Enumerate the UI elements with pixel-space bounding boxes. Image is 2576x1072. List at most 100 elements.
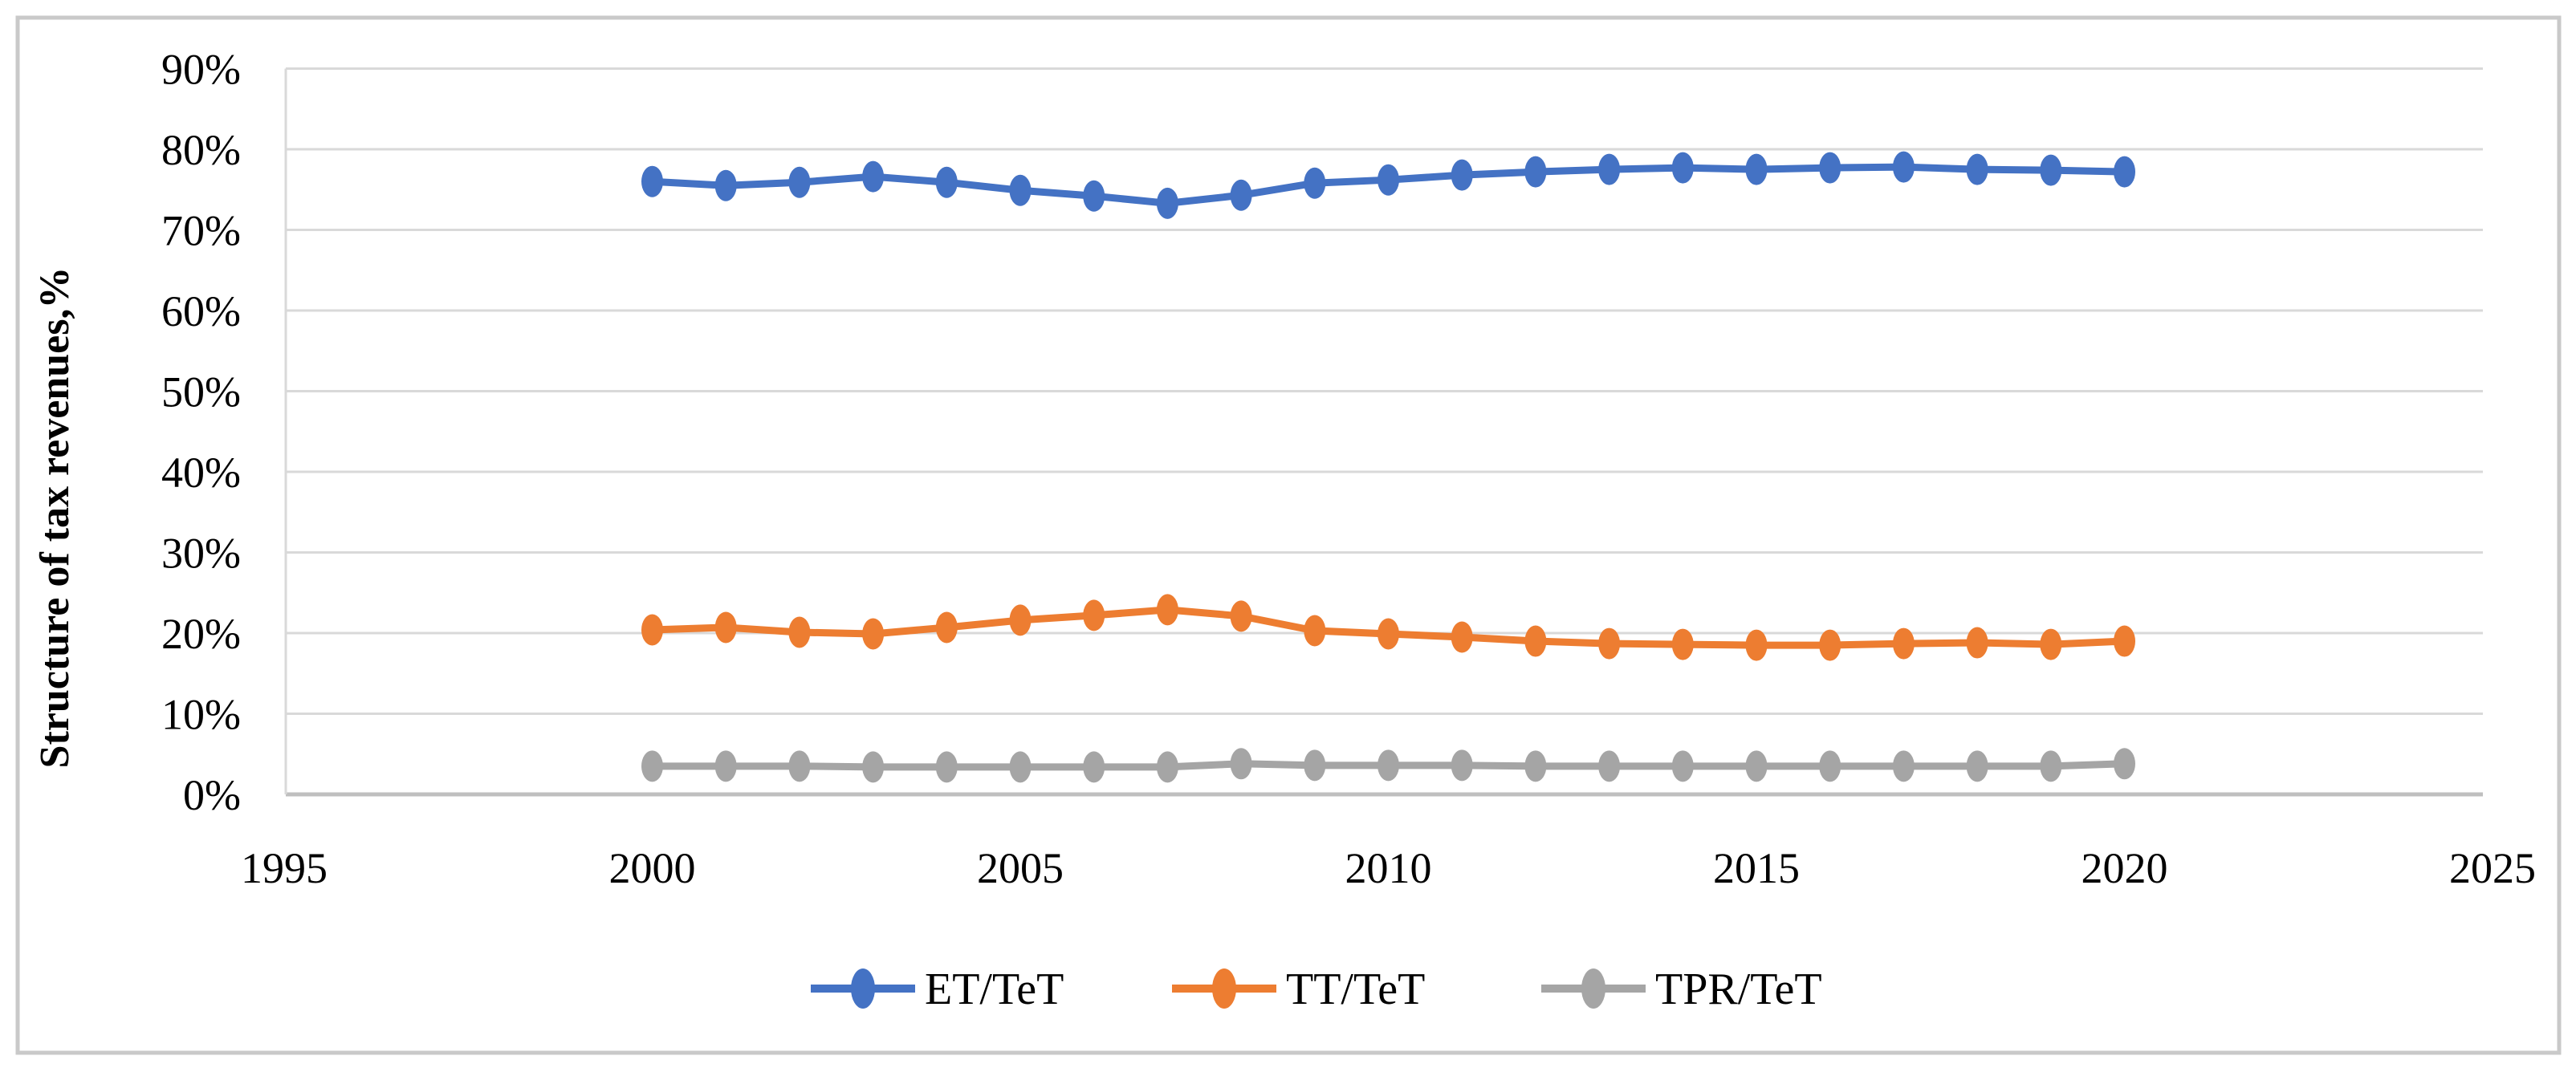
legend-label: ET/TeT [925, 964, 1064, 1014]
y-tick-label: 40% [161, 449, 241, 497]
data-point-marker [1451, 749, 1473, 782]
legend-item-tpr-tet: TPR/TeT [1541, 964, 1822, 1014]
y-tick-label: 30% [161, 530, 241, 578]
data-point-marker [1083, 751, 1105, 783]
legend-marker [1581, 968, 1605, 1009]
x-tick-label: 2005 [977, 844, 1064, 892]
data-point-marker [2114, 156, 2135, 188]
data-point-marker [2040, 154, 2062, 186]
data-point-marker [788, 616, 811, 648]
data-point-marker [1230, 600, 1252, 632]
legend-marker [1212, 968, 1236, 1009]
y-tick-label: 20% [161, 610, 241, 658]
data-point-marker [1156, 751, 1178, 783]
data-point-marker [1304, 167, 1326, 199]
legend: ET/TeT TT/TeT TPR/TeT [811, 964, 1822, 1014]
data-point-marker [1378, 618, 1399, 650]
gridlines-group [284, 67, 2483, 797]
data-point-marker [1819, 629, 1841, 661]
data-point-marker [1009, 751, 1032, 783]
data-point-marker [641, 750, 663, 782]
data-point-marker [2040, 628, 2062, 660]
data-point-marker [1745, 629, 1768, 661]
data-point-marker [1083, 180, 1105, 212]
data-point-marker [641, 165, 663, 197]
figure-border [15, 15, 2562, 1055]
data-point-marker [641, 614, 663, 646]
data-point-marker [788, 750, 811, 782]
legend-label: TT/TeT [1286, 964, 1425, 1014]
y-tick-label: 70% [161, 207, 241, 255]
data-point-marker [714, 169, 737, 201]
data-point-marker [1156, 187, 1178, 219]
data-point-marker [862, 751, 885, 783]
data-point-marker [1966, 750, 1988, 782]
data-point-marker [1966, 627, 1988, 659]
data-point-marker [1598, 153, 1621, 185]
legend-label: TPR/TeT [1655, 964, 1822, 1014]
data-point-marker [1671, 628, 1694, 660]
data-point-marker [714, 611, 737, 644]
data-point-marker [2114, 748, 2135, 780]
y-tick-label: 50% [161, 368, 241, 416]
data-point-marker [862, 160, 885, 193]
y-tick-label: 80% [161, 126, 241, 174]
data-point-marker [1451, 621, 1473, 653]
data-point-marker [1745, 750, 1768, 782]
legend-marker [851, 968, 875, 1009]
y-axis-tick-labels: 90% 80% 70% 60% 50% 40% 30% 20% 10% 0% [161, 46, 241, 820]
data-point-marker [1304, 615, 1326, 647]
data-point-marker [1156, 594, 1178, 626]
data-point-marker [1892, 750, 1915, 782]
data-point-marker [1966, 153, 1988, 185]
x-tick-label: 2010 [1345, 844, 1432, 892]
data-point-marker [1378, 164, 1399, 196]
data-point-marker [714, 750, 737, 782]
series-tt-tet [641, 594, 2135, 661]
data-point-marker [1009, 174, 1032, 206]
x-tick-label: 2015 [1713, 844, 1800, 892]
data-point-marker [1524, 625, 1547, 657]
series-et-tet [641, 151, 2135, 219]
data-point-marker [1598, 750, 1621, 782]
data-point-marker [1304, 749, 1326, 782]
data-point-marker [1598, 627, 1621, 660]
data-point-marker [1819, 152, 1841, 184]
data-point-marker [1230, 179, 1252, 211]
x-tick-label: 2025 [2449, 844, 2536, 892]
data-point-marker [1451, 159, 1473, 191]
x-tick-label: 1995 [241, 844, 328, 892]
x-axis-tick-labels: 1995 2000 2005 2010 2015 2020 2025 [241, 844, 2536, 892]
y-axis-title: Structure of tax revenues,% [32, 267, 78, 769]
data-point-marker [1671, 152, 1694, 184]
data-point-marker [1524, 156, 1547, 188]
data-point-marker [1009, 604, 1032, 636]
series-group [641, 151, 2135, 783]
data-point-marker [1083, 599, 1105, 631]
legend-item-et-tet: ET/TeT [811, 964, 1064, 1014]
legend-item-tt-tet: TT/TeT [1172, 964, 1425, 1014]
y-tick-label: 60% [161, 287, 241, 335]
data-point-marker [788, 166, 811, 198]
x-tick-label: 2000 [609, 844, 696, 892]
data-point-marker [935, 751, 958, 783]
data-point-marker [935, 166, 958, 198]
data-point-marker [935, 611, 958, 644]
y-tick-label: 10% [161, 691, 241, 739]
series-tpr-tet [641, 748, 2135, 783]
data-point-marker [1892, 627, 1915, 660]
data-point-marker [1892, 151, 1915, 183]
x-tick-label: 2020 [2082, 844, 2168, 892]
y-tick-label: 0% [183, 771, 241, 819]
data-point-marker [1671, 750, 1694, 782]
data-point-marker [1745, 153, 1768, 185]
data-point-marker [862, 618, 885, 650]
data-point-marker [1524, 750, 1547, 782]
y-tick-label: 90% [161, 46, 241, 94]
data-point-marker [1819, 750, 1841, 782]
data-point-marker [2040, 750, 2062, 782]
data-point-marker [1378, 749, 1399, 782]
data-point-marker [2114, 625, 2135, 657]
